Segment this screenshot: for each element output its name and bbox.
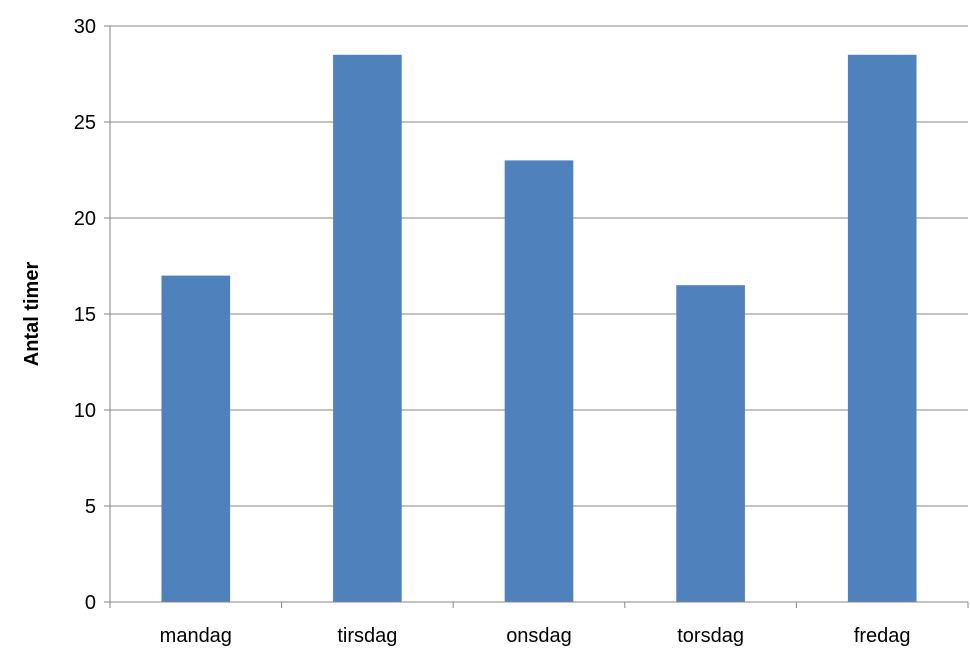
y-tick-label: 25 — [74, 112, 96, 134]
bar-fredag — [847, 54, 917, 603]
y-tick-label: 20 — [74, 208, 96, 230]
x-tick-label-tirsdag: tirsdag — [337, 625, 397, 647]
x-tick-labels: mandag tirsdag onsdag torsdag fredag — [160, 625, 911, 647]
bar-onsdag — [504, 160, 574, 602]
bar-tirsdag — [333, 54, 402, 603]
bar-torsdag — [676, 285, 745, 602]
bar-mandag — [161, 275, 231, 602]
x-tick-label-onsdag: onsdag — [506, 625, 572, 647]
y-tick-label: 5 — [85, 496, 96, 518]
bars — [161, 54, 917, 603]
x-tick-label-torsdag: torsdag — [677, 625, 744, 647]
axes — [104, 25, 969, 608]
y-tick-label: 15 — [74, 304, 96, 326]
y-tick-labels: 0 5 10 15 20 25 30 — [74, 16, 96, 614]
y-tick-label: 10 — [74, 400, 96, 422]
x-tick-label-mandag: mandag — [160, 625, 232, 647]
x-tick-label-fredag: fredag — [854, 625, 911, 647]
y-tick-label: 0 — [85, 592, 96, 614]
y-tick-label: 30 — [74, 16, 96, 38]
y-axis-title: Antal timer — [21, 262, 43, 367]
